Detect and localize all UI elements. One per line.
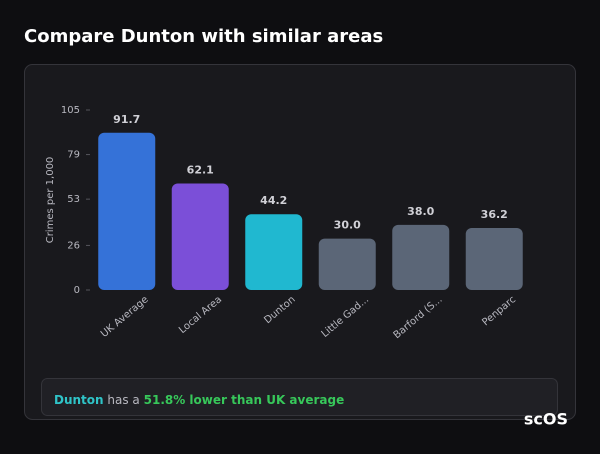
summary-highlight: 51.8% lower than UK average bbox=[144, 393, 345, 407]
value-label: 91.7 bbox=[113, 113, 140, 126]
bar bbox=[171, 183, 229, 290]
y-tick-label: 79 bbox=[67, 150, 80, 161]
y-tick-label: 26 bbox=[67, 240, 80, 251]
value-label: 30.0 bbox=[334, 219, 361, 232]
bar bbox=[318, 238, 376, 290]
y-tick-label: 0 bbox=[74, 285, 80, 296]
summary-area: Dunton bbox=[54, 393, 104, 407]
value-label: 44.2 bbox=[260, 194, 287, 207]
value-label: 36.2 bbox=[481, 208, 508, 221]
bar bbox=[465, 227, 523, 290]
y-tick-label: 53 bbox=[67, 194, 80, 205]
value-label: 38.0 bbox=[407, 205, 434, 218]
bar bbox=[245, 214, 303, 290]
summary: Dunton has a 51.8% lower than UK average bbox=[54, 393, 344, 407]
summary-text: has a bbox=[107, 393, 139, 407]
value-label: 62.1 bbox=[187, 164, 214, 177]
page-title: Compare Dunton with similar areas bbox=[24, 26, 383, 47]
summary-box bbox=[41, 378, 558, 416]
y-axis-label: Crimes per 1,000 bbox=[45, 157, 56, 244]
logo: scOS bbox=[524, 410, 568, 429]
y-tick-label: 105 bbox=[61, 105, 80, 116]
bar bbox=[98, 132, 156, 290]
bar bbox=[392, 224, 450, 290]
